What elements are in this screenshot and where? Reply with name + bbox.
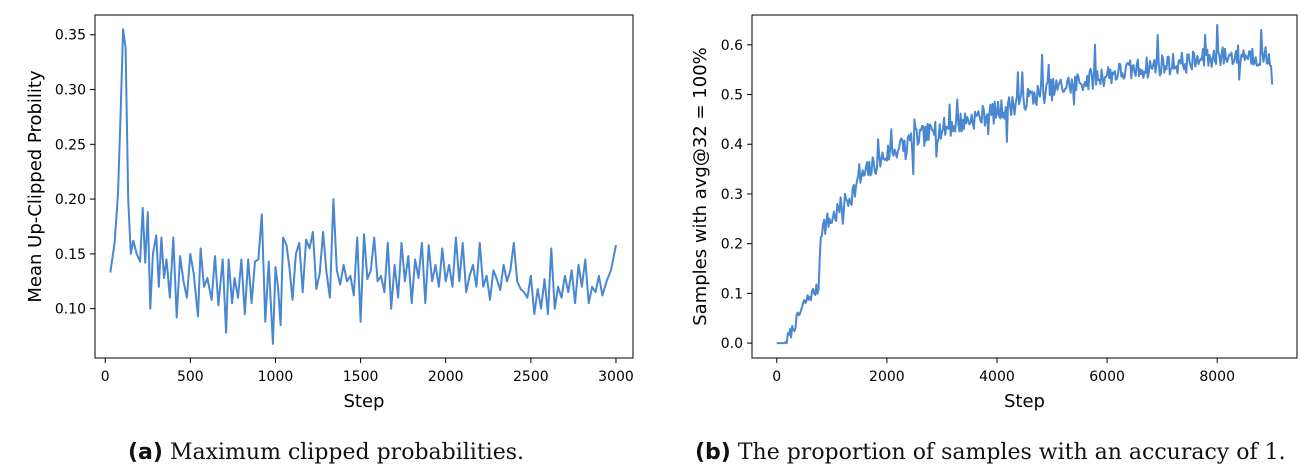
x-tick-label-a: 1000 xyxy=(258,369,294,385)
x-tick-label-a: 1500 xyxy=(343,369,379,385)
y-tick-label-a: 0.30 xyxy=(55,83,86,99)
y-tick-label-b: 0.0 xyxy=(721,336,743,352)
x-tick-label-a: 2000 xyxy=(428,369,464,385)
caption-a: (a) Maximum clipped probabilities. xyxy=(128,440,524,465)
caption-a-text: Maximum clipped probabilities. xyxy=(169,440,525,465)
y-tick-label-b: 0.6 xyxy=(721,38,743,54)
x-tick-label-b: 4000 xyxy=(979,369,1015,385)
x-axis-label-b: Step xyxy=(1004,391,1045,412)
x-tick-label-b: 8000 xyxy=(1199,369,1235,385)
x-tick-label-a: 0 xyxy=(101,369,110,385)
y-tick-label-a: 0.20 xyxy=(55,192,86,208)
caption-b-text: The proportion of samples with an accura… xyxy=(737,440,1286,465)
y-tick-label-a: 0.10 xyxy=(55,302,86,318)
series-line-b xyxy=(776,23,1274,345)
caption-b-label: (b) xyxy=(695,440,731,465)
y-tick-label-a: 0.15 xyxy=(55,247,86,263)
plot-frame-b xyxy=(751,14,1298,359)
y-tick-label-b: 0.4 xyxy=(721,137,743,153)
y-tick-label-a: 0.35 xyxy=(55,28,86,44)
y-tick-label-b: 0.1 xyxy=(721,286,743,302)
y-tick-label-b: 0.3 xyxy=(721,187,743,203)
x-axis-label-a: Step xyxy=(344,391,385,412)
caption-b: (b) The proportion of samples with an ac… xyxy=(695,440,1286,465)
series-line-a xyxy=(109,28,617,345)
plot-frame-a xyxy=(94,14,634,359)
y-axis-label-b: Samples with avg@32 = 100% xyxy=(690,47,711,326)
y-tick-label-b: 0.5 xyxy=(721,88,743,104)
x-tick-label-a: 500 xyxy=(177,369,204,385)
x-tick-label-b: 2000 xyxy=(869,369,905,385)
caption-a-label: (a) xyxy=(128,440,163,465)
y-axis-label-a: Mean Up-Clipped Probility xyxy=(25,70,46,303)
y-tick-label-b: 0.2 xyxy=(721,237,743,253)
x-tick-label-a: 2500 xyxy=(513,369,549,385)
x-tick-label-b: 0 xyxy=(772,369,781,385)
chart-a: 0 500 1000 1500 2000 2500 3000 0.10 0.15 0.20 0.25… xyxy=(25,14,634,412)
y-tick-label-a: 0.25 xyxy=(55,137,86,153)
x-tick-label-b: 6000 xyxy=(1089,369,1125,385)
chart-b: 0 2000 4000 6000 8000 0.0 0.1 0.2 0.3 0.4 0.5 0.6 St… xyxy=(690,14,1298,412)
x-tick-label-a: 3000 xyxy=(598,369,634,385)
